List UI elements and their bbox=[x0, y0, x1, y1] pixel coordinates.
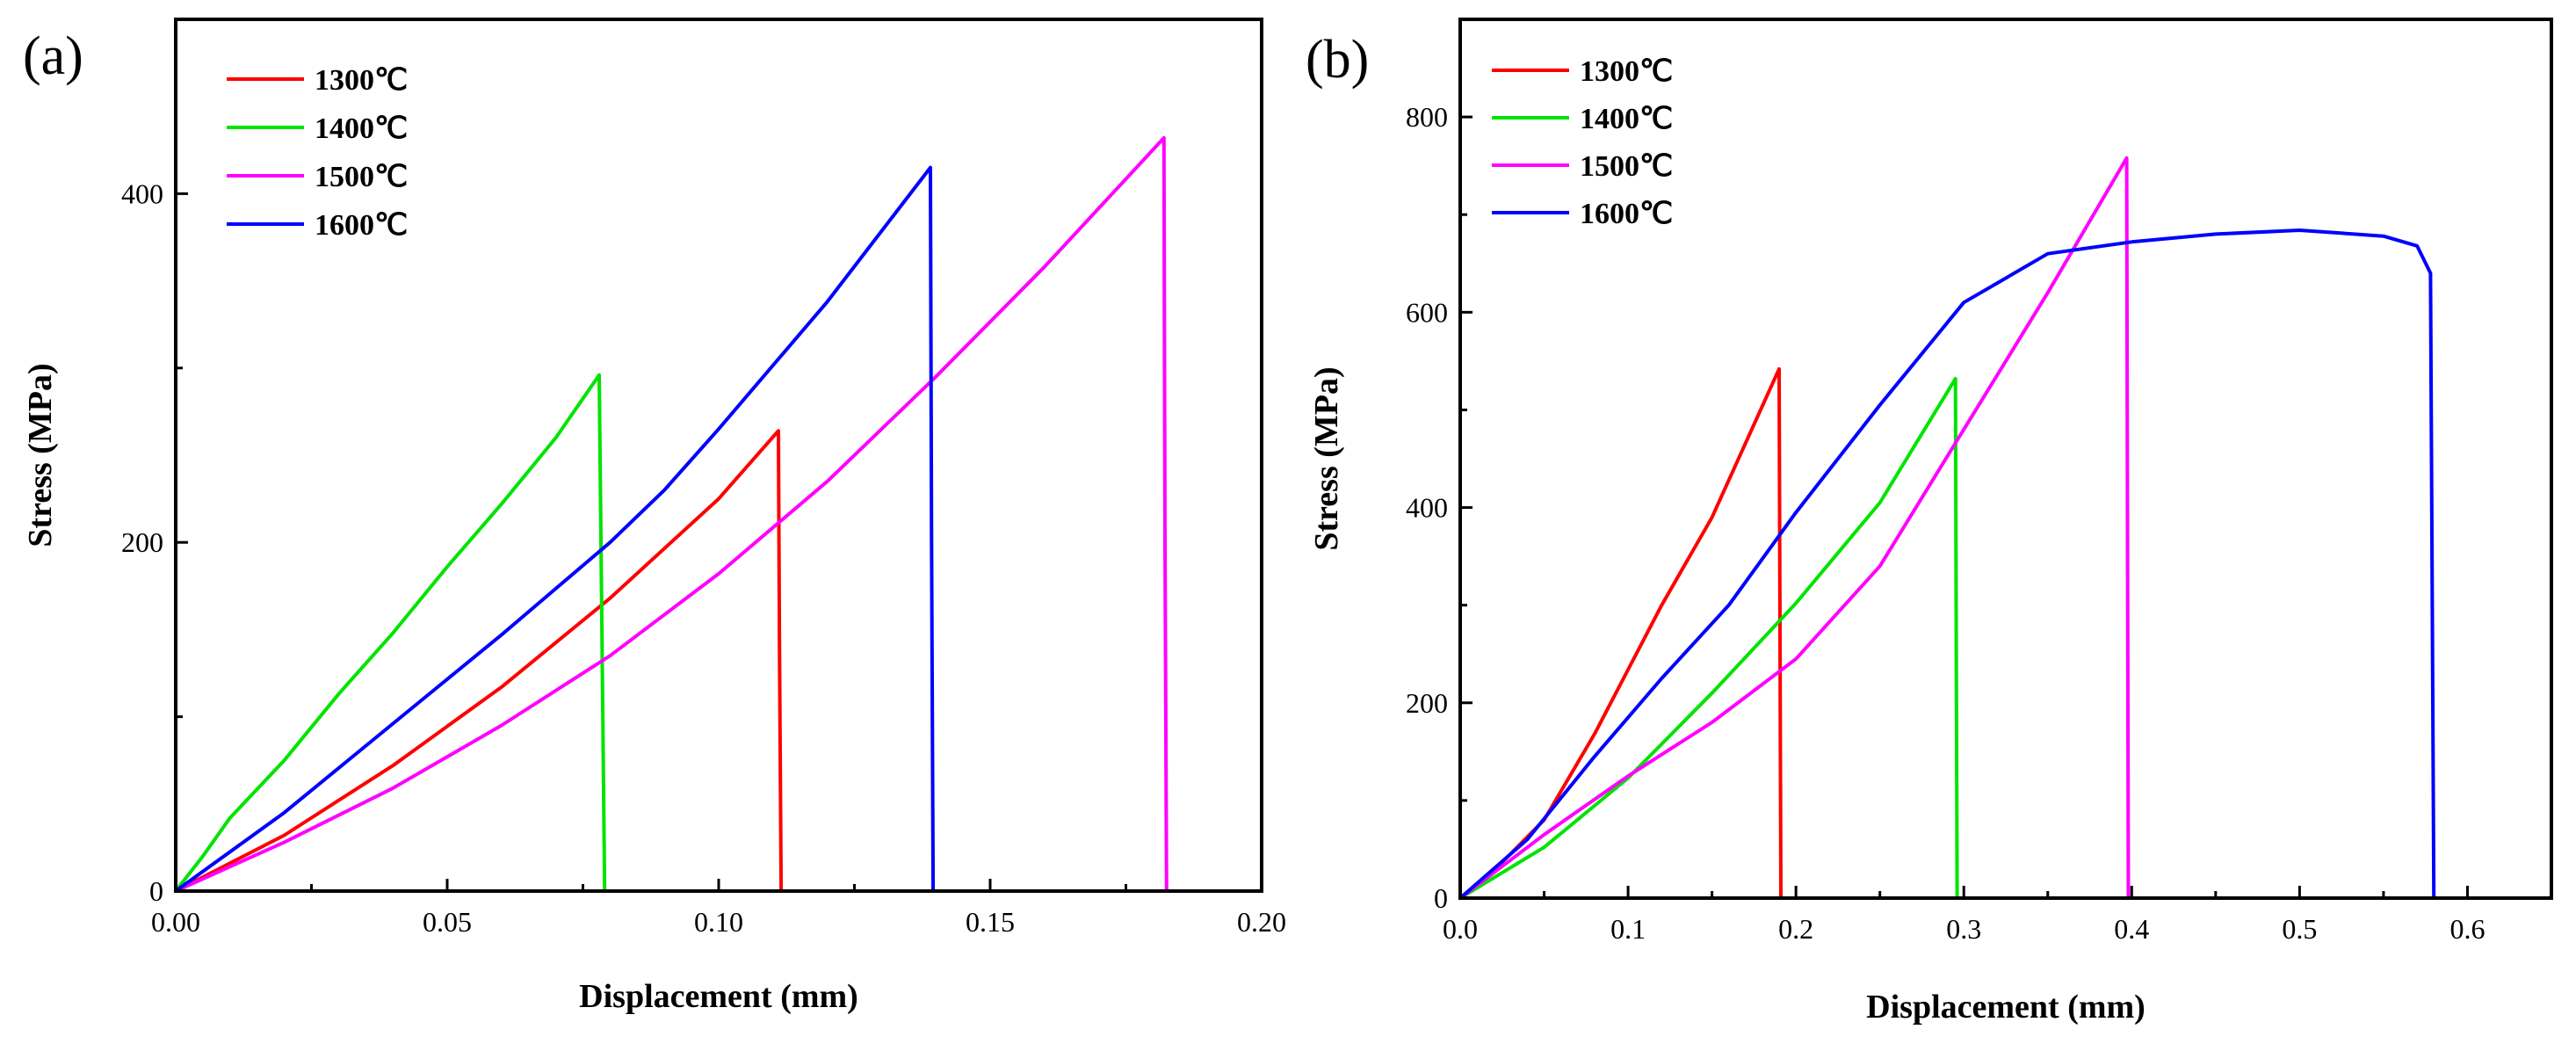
x-tick-label: 0.5 bbox=[2282, 913, 2317, 945]
plot-frame bbox=[1458, 18, 2553, 900]
legend-label: 1400℃ bbox=[315, 112, 408, 145]
panel-a: 0.00 0.05 0.10 0.15 0.20 0 200 400 Displacement … bbox=[22, 18, 1286, 1015]
y-tick-label: 400 bbox=[1406, 492, 1448, 524]
y-tick-label: 200 bbox=[121, 526, 163, 558]
series-line-1 bbox=[174, 373, 607, 893]
x-tick-label: 0.1 bbox=[1610, 913, 1646, 945]
panel-b: 0.0 0.1 0.2 0.3 0.4 0.5 0.6 0 200 400 600 800 Displa… bbox=[1306, 18, 2553, 1026]
y-tick-label: 0 bbox=[1434, 882, 1448, 914]
x-tick-label: 0.20 bbox=[1237, 906, 1286, 938]
series-line-3 bbox=[174, 165, 936, 893]
x-tick-label: 0.6 bbox=[2449, 913, 2485, 945]
legend-label: 1600℃ bbox=[1580, 198, 1673, 230]
x-tick-label: 0.0 bbox=[1443, 913, 1478, 945]
y-axis-title: Stress (MPa) bbox=[22, 363, 59, 547]
legend-label: 1400℃ bbox=[1580, 103, 1673, 135]
x-tick-label: 0.4 bbox=[2114, 913, 2149, 945]
x-tick-label: 0.15 bbox=[966, 906, 1015, 938]
series-line-1 bbox=[1458, 376, 1959, 900]
x-tick-label: 0.10 bbox=[694, 906, 743, 938]
y-tick-label: 600 bbox=[1406, 296, 1448, 328]
x-tick-label: 0.00 bbox=[151, 906, 200, 938]
x-axis-title: Displacement (mm) bbox=[1866, 989, 2145, 1026]
series-line-2 bbox=[174, 135, 1169, 893]
panel-label: (b) bbox=[1306, 30, 1369, 90]
series-line-3 bbox=[1458, 228, 2436, 900]
x-tick-label: 0.3 bbox=[1946, 913, 1981, 945]
y-axis-title: Stress (MPa) bbox=[1308, 366, 1345, 550]
legend-label: 1500℃ bbox=[1580, 150, 1673, 183]
legend-label: 1300℃ bbox=[1580, 55, 1673, 88]
x-tick-label: 0.2 bbox=[1778, 913, 1813, 945]
series-line-0 bbox=[174, 429, 784, 893]
series-line-0 bbox=[1458, 366, 1783, 900]
x-tick-label: 0.05 bbox=[423, 906, 472, 938]
panel-label: (a) bbox=[23, 26, 83, 86]
y-tick-label: 200 bbox=[1406, 687, 1448, 719]
plot-frame bbox=[174, 18, 1263, 893]
x-axis-title: Displacement (mm) bbox=[579, 978, 858, 1015]
legend-label: 1300℃ bbox=[315, 64, 408, 97]
y-tick-label: 0 bbox=[149, 875, 163, 907]
legend-label: 1600℃ bbox=[315, 209, 408, 242]
legend-label: 1500℃ bbox=[315, 161, 408, 193]
y-tick-label: 800 bbox=[1406, 101, 1448, 133]
series-line-2 bbox=[1458, 156, 2131, 900]
y-tick-label: 400 bbox=[121, 178, 163, 209]
